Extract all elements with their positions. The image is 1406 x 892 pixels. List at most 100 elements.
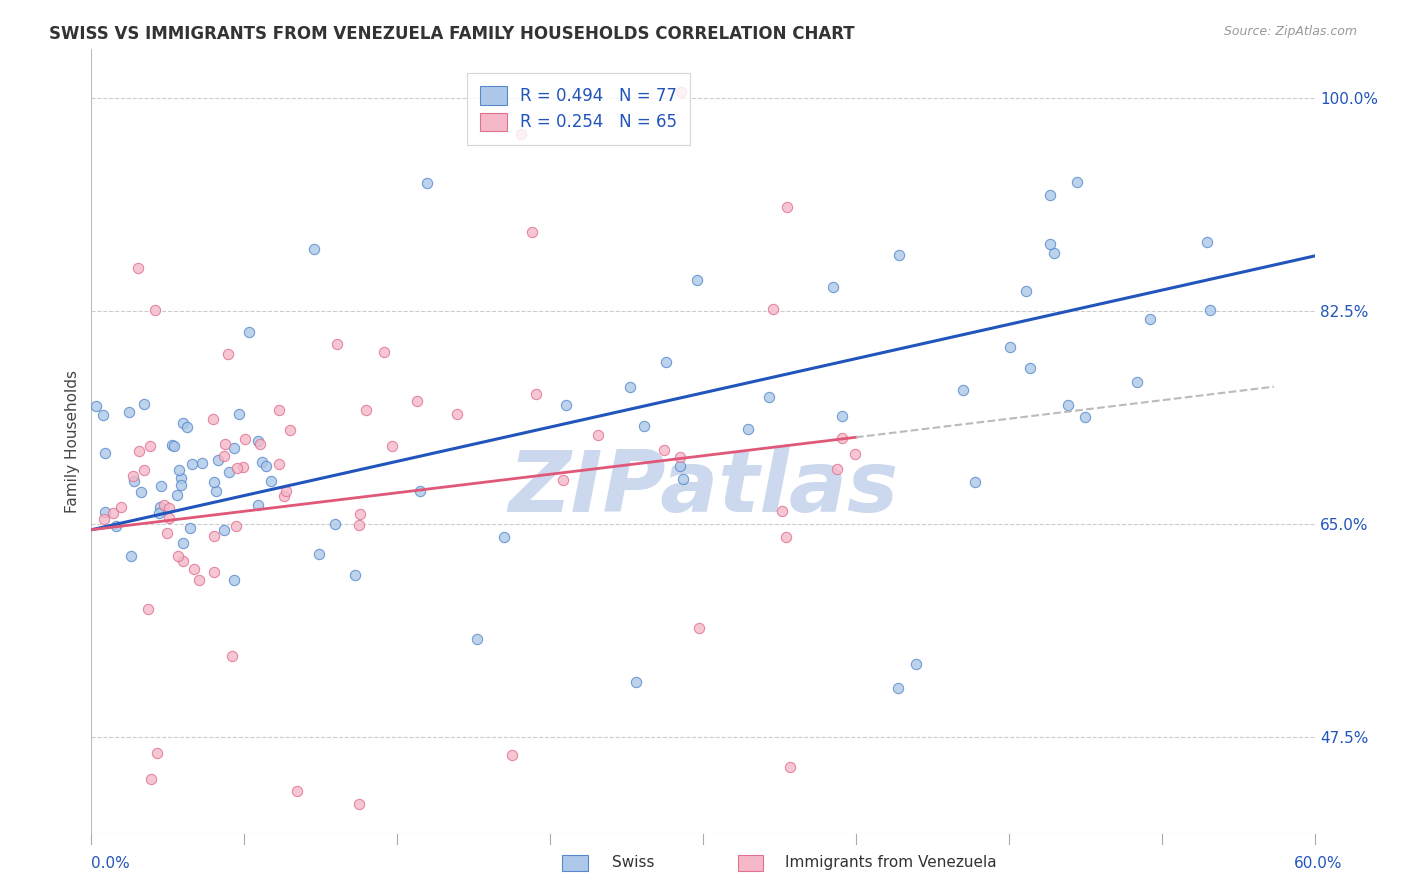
Point: [1066, 175, 1088, 189]
Point: [127, 261, 149, 276]
Point: [145, 746, 167, 760]
Text: Source: ZipAtlas.com: Source: ZipAtlas.com: [1223, 25, 1357, 38]
Point: [1039, 237, 1062, 252]
Point: [170, 477, 193, 491]
Point: [323, 517, 346, 532]
Point: [122, 474, 145, 488]
Point: [163, 439, 186, 453]
Point: [120, 549, 142, 563]
Point: [170, 470, 193, 484]
Point: [225, 461, 247, 475]
Point: [276, 484, 298, 499]
Point: [779, 760, 801, 774]
Point: [150, 479, 173, 493]
Point: [998, 340, 1021, 354]
Point: [1126, 376, 1149, 390]
Point: [1195, 235, 1218, 250]
Point: [93, 505, 115, 519]
Point: [94, 445, 117, 459]
Point: [963, 475, 986, 489]
Point: [93, 409, 115, 423]
Point: [302, 243, 325, 257]
Point: [285, 784, 308, 798]
Text: Swiss: Swiss: [612, 855, 654, 870]
Point: [232, 460, 254, 475]
Point: [831, 431, 853, 445]
Point: [524, 386, 547, 401]
Point: [188, 573, 211, 587]
Point: [501, 747, 523, 762]
Point: [201, 411, 224, 425]
Point: [129, 485, 152, 500]
Point: [952, 383, 974, 397]
Point: [823, 280, 845, 294]
Text: ZIPatlas: ZIPatlas: [508, 447, 898, 530]
Point: [202, 528, 225, 542]
Point: [157, 500, 180, 515]
Point: [143, 303, 166, 318]
Point: [586, 427, 609, 442]
Point: [758, 390, 780, 404]
Point: [770, 504, 793, 518]
Point: [269, 457, 291, 471]
Point: [181, 457, 204, 471]
Point: [887, 681, 910, 695]
Point: [176, 420, 198, 434]
Point: [510, 128, 533, 142]
Point: [225, 518, 247, 533]
Point: [228, 407, 250, 421]
Point: [166, 488, 188, 502]
Point: [254, 459, 277, 474]
Point: [415, 176, 437, 190]
Point: [260, 475, 283, 489]
Point: [654, 442, 676, 457]
Point: [1018, 360, 1040, 375]
Point: [183, 562, 205, 576]
Point: [1039, 188, 1062, 202]
Point: [555, 397, 578, 411]
Point: [252, 454, 274, 468]
Point: [204, 566, 226, 580]
Text: 60.0%: 60.0%: [1295, 856, 1343, 871]
Point: [1056, 398, 1078, 412]
Point: [273, 489, 295, 503]
Point: [233, 433, 256, 447]
Point: [408, 483, 430, 498]
Point: [775, 530, 797, 544]
Point: [156, 526, 179, 541]
Point: [1043, 245, 1066, 260]
Point: [238, 326, 260, 340]
Point: [212, 523, 235, 537]
Point: [134, 397, 156, 411]
Point: [492, 530, 515, 544]
Point: [247, 434, 270, 449]
Point: [136, 602, 159, 616]
Point: [551, 473, 574, 487]
Point: [354, 402, 377, 417]
Point: [247, 498, 270, 512]
Point: [160, 438, 183, 452]
Point: [278, 424, 301, 438]
Point: [446, 407, 468, 421]
Point: [207, 453, 229, 467]
Point: [669, 458, 692, 473]
Point: [624, 674, 647, 689]
Point: [380, 439, 402, 453]
Point: [672, 472, 695, 486]
Point: [325, 336, 347, 351]
Point: [122, 468, 145, 483]
Point: [172, 536, 194, 550]
Point: [406, 394, 429, 409]
Point: [373, 345, 395, 359]
Point: [190, 456, 212, 470]
Text: SWISS VS IMMIGRANTS FROM VENEZUELA FAMILY HOUSEHOLDS CORRELATION CHART: SWISS VS IMMIGRANTS FROM VENEZUELA FAMIL…: [49, 25, 855, 43]
Point: [157, 510, 180, 524]
Text: Immigrants from Venezuela: Immigrants from Venezuela: [785, 855, 997, 870]
Point: [1139, 311, 1161, 326]
Point: [167, 463, 190, 477]
Point: [167, 549, 190, 563]
Text: 0.0%: 0.0%: [91, 856, 131, 871]
Point: [1015, 284, 1038, 298]
Point: [669, 450, 692, 464]
Point: [776, 200, 799, 214]
